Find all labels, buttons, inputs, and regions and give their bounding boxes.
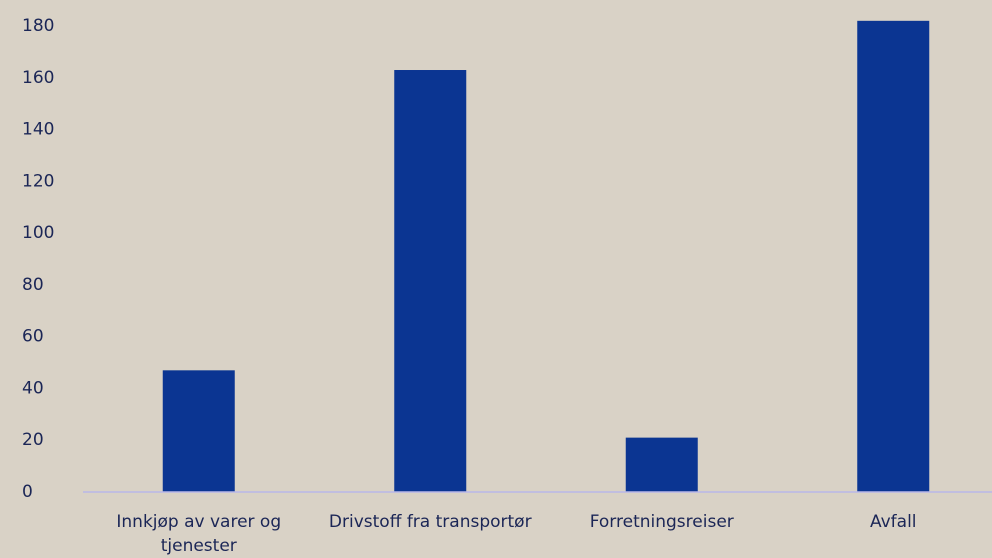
y-tick-label: 40 [22,378,44,398]
x-tick-label: Innkjøp av varer og tjenester [116,512,282,556]
x-tick-label: Forretningsreiser [589,512,734,532]
y-tick-label: 140 [22,120,54,140]
y-tick-label: 60 [22,327,44,347]
bar [857,20,930,492]
x-tick-label: Avfall [869,512,917,532]
y-tick-label: 180 [22,16,54,36]
y-tick-label: 160 [22,68,54,88]
bar [162,370,235,492]
y-tick-label: 0 [22,482,33,502]
x-tick-label: Drivstoff fra transportør [328,512,532,532]
y-tick-label: 20 [22,430,44,450]
y-tick-label: 100 [22,223,54,243]
bar [625,437,698,492]
y-tick-label: 80 [22,275,44,295]
bar [394,70,467,492]
y-tick-label: 120 [22,171,54,191]
